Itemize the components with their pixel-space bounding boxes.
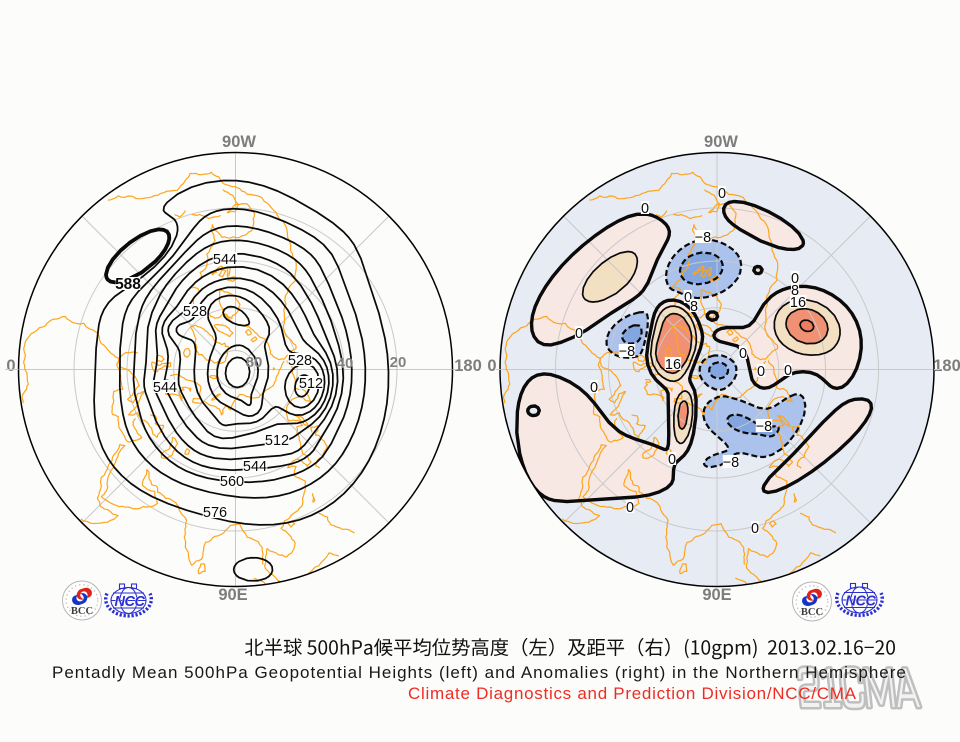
svg-text:−8: −8 bbox=[695, 230, 712, 246]
svg-text:−8: −8 bbox=[619, 344, 636, 360]
svg-text:0: 0 bbox=[757, 364, 765, 380]
svg-text:BCC: BCC bbox=[801, 607, 823, 618]
svg-text:0: 0 bbox=[684, 290, 692, 306]
svg-text:0: 0 bbox=[641, 201, 649, 217]
svg-text:512: 512 bbox=[299, 376, 323, 392]
svg-text:588: 588 bbox=[115, 276, 141, 293]
svg-text:180: 180 bbox=[933, 357, 960, 375]
svg-text:0: 0 bbox=[739, 346, 747, 362]
svg-text:544: 544 bbox=[243, 459, 267, 475]
svg-text:BCC: BCC bbox=[71, 606, 93, 617]
svg-text:Climate Diagnostics and Predic: Climate Diagnostics and Prediction Divis… bbox=[408, 684, 857, 703]
svg-text:16: 16 bbox=[790, 295, 806, 311]
svg-text:16: 16 bbox=[665, 357, 681, 373]
svg-text:−8: −8 bbox=[723, 455, 740, 471]
svg-text:528: 528 bbox=[183, 304, 207, 320]
svg-text:560: 560 bbox=[220, 474, 244, 490]
svg-text:0: 0 bbox=[784, 363, 792, 379]
svg-text:0: 0 bbox=[668, 452, 676, 468]
svg-text:544: 544 bbox=[153, 380, 177, 396]
svg-text:0: 0 bbox=[590, 380, 598, 396]
svg-text:−8: −8 bbox=[756, 419, 773, 435]
svg-text:40: 40 bbox=[337, 355, 354, 372]
svg-text:0: 0 bbox=[487, 357, 496, 375]
svg-text:Pentadly Mean 500hPa Geopotent: Pentadly Mean 500hPa Geopotential Height… bbox=[52, 663, 907, 682]
svg-text:90E: 90E bbox=[218, 586, 247, 604]
svg-text:0: 0 bbox=[575, 326, 583, 342]
svg-text:90W: 90W bbox=[222, 133, 256, 151]
svg-text:90E: 90E bbox=[702, 586, 731, 604]
svg-text:0: 0 bbox=[6, 357, 15, 375]
svg-text:0: 0 bbox=[626, 500, 634, 516]
svg-text:8: 8 bbox=[791, 283, 799, 299]
svg-text:80: 80 bbox=[246, 354, 263, 371]
svg-text:0: 0 bbox=[791, 271, 799, 287]
svg-text:NCC: NCC bbox=[846, 594, 877, 610]
svg-text:0: 0 bbox=[751, 521, 759, 537]
svg-text:0: 0 bbox=[718, 186, 726, 202]
svg-text:20: 20 bbox=[390, 354, 407, 371]
svg-text:528: 528 bbox=[288, 353, 312, 369]
svg-text:180: 180 bbox=[454, 357, 482, 375]
svg-text:90W: 90W bbox=[704, 133, 738, 151]
svg-text:576: 576 bbox=[203, 505, 227, 521]
svg-text:NCC: NCC bbox=[115, 594, 146, 610]
svg-text:512: 512 bbox=[265, 433, 289, 449]
svg-text:544: 544 bbox=[213, 252, 237, 268]
svg-text:8: 8 bbox=[690, 299, 698, 315]
